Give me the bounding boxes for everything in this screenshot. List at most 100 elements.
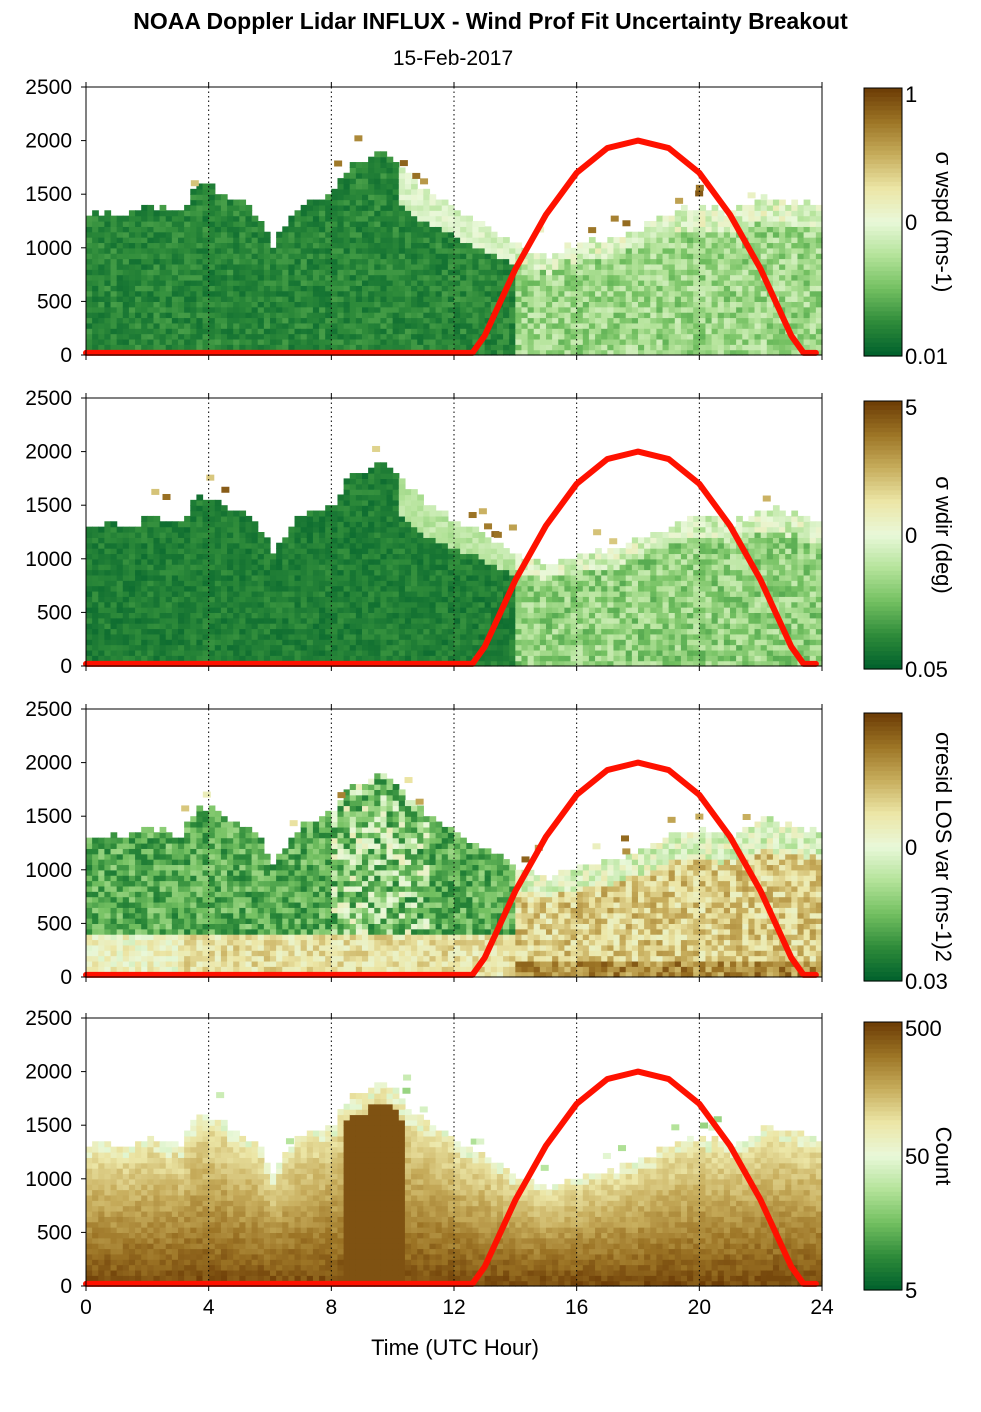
heatmap-cell <box>730 247 737 254</box>
heatmap-cell <box>294 639 302 646</box>
heatmap-cell <box>208 301 216 308</box>
heatmap-cell <box>607 253 615 260</box>
heatmap-cell <box>785 247 792 254</box>
heatmap-cell <box>110 285 118 292</box>
heatmap-cell <box>766 296 774 302</box>
heatmap-cell <box>398 242 406 249</box>
heatmap-cell <box>116 290 124 297</box>
heatmap-cell <box>705 258 713 265</box>
heatmap-cell <box>116 258 124 265</box>
heatmap-cell <box>441 221 449 227</box>
heatmap-cell <box>680 242 688 249</box>
heatmap-cell <box>460 231 467 238</box>
heatmap-cell <box>300 279 308 286</box>
heatmap-cell <box>717 317 725 324</box>
heatmap-cell <box>294 574 302 581</box>
heatmap-cell <box>245 231 253 238</box>
heatmap-cell <box>797 274 805 281</box>
heatmap-cell <box>337 231 345 238</box>
heatmap-cell <box>380 301 388 308</box>
heatmap-cell <box>362 204 369 211</box>
heatmap-cell <box>668 290 676 297</box>
heatmap-cell <box>251 269 259 276</box>
heatmap-cell <box>306 580 314 587</box>
heatmap-cell <box>803 258 811 265</box>
heatmap-cell <box>478 328 486 335</box>
heatmap-cell <box>227 328 234 335</box>
heatmap-cell <box>122 253 130 260</box>
heatmap-cell <box>699 263 707 270</box>
heatmap-cell <box>411 263 418 270</box>
heatmap-cell <box>386 564 394 571</box>
heatmap-cell <box>233 269 240 276</box>
heatmap-cell <box>147 639 155 646</box>
heatmap-cell <box>392 333 400 340</box>
heatmap-cell <box>208 188 216 195</box>
heatmap-cell <box>815 258 823 265</box>
heatmap-cell <box>472 301 480 308</box>
heatmap-cell <box>208 526 216 533</box>
heatmap-cell <box>116 274 124 281</box>
heatmap-cell <box>104 306 112 313</box>
heatmap-cell <box>312 639 320 646</box>
heatmap-cell <box>220 521 228 528</box>
heatmap-cell <box>809 269 817 276</box>
heatmap-cell <box>171 279 179 286</box>
heatmap-cell <box>803 226 811 233</box>
heatmap-cell <box>202 515 210 522</box>
heatmap-cell <box>270 612 277 619</box>
heatmap-cell <box>466 242 473 249</box>
heatmap-cell <box>165 623 173 630</box>
heatmap-cell <box>466 258 473 265</box>
heatmap-cell <box>392 532 400 538</box>
heatmap-cell <box>276 290 283 297</box>
heatmap-cell <box>159 526 167 533</box>
heatmap-cell <box>171 226 179 233</box>
heatmap-cell <box>251 328 259 335</box>
heatmap-cell <box>110 274 118 281</box>
heatmap-cell <box>288 580 296 587</box>
heatmap-cell <box>208 199 216 206</box>
heatmap-cell <box>202 558 210 565</box>
heatmap-cell <box>239 558 247 565</box>
heatmap-cell <box>650 312 657 319</box>
heatmap-cell <box>674 290 682 297</box>
heatmap-cell <box>337 306 345 313</box>
heatmap-cell <box>772 274 780 281</box>
heatmap-cell <box>319 542 326 549</box>
heatmap-cell <box>147 247 155 254</box>
heatmap-cell <box>306 607 314 613</box>
heatmap-cell <box>294 553 302 560</box>
heatmap-cell <box>165 548 173 555</box>
heatmap-cell <box>104 553 112 560</box>
heatmap-cell <box>331 338 339 345</box>
heatmap-cell <box>748 349 756 356</box>
heatmap-cell <box>674 306 682 313</box>
heatmap-cell <box>312 317 320 324</box>
heatmap-cell <box>135 258 142 265</box>
heatmap-cell <box>791 296 799 302</box>
heatmap-cell <box>484 301 492 308</box>
heatmap-cell <box>153 237 161 244</box>
heatmap-cell <box>392 242 400 249</box>
heatmap-cell <box>220 204 228 211</box>
heatmap-cell <box>539 312 547 319</box>
heatmap-cell <box>300 338 308 345</box>
heatmap-cell <box>362 338 369 345</box>
heatmap-cell <box>613 269 621 276</box>
heatmap-cell <box>435 247 443 254</box>
heatmap-cell <box>122 649 130 656</box>
heatmap-cell <box>349 499 357 506</box>
heatmap-cell <box>190 258 197 265</box>
heatmap-cell <box>141 515 148 522</box>
heatmap-cell <box>490 237 498 244</box>
heatmap-cell <box>153 596 161 603</box>
heatmap-cell <box>98 221 105 227</box>
heatmap-cell <box>411 499 418 506</box>
heatmap-cell <box>263 607 271 613</box>
heatmap-cell <box>454 328 461 335</box>
heatmap-cell <box>251 263 259 270</box>
heatmap-cell <box>165 574 173 581</box>
heatmap-cell <box>276 328 283 335</box>
heatmap-cell <box>325 590 332 597</box>
